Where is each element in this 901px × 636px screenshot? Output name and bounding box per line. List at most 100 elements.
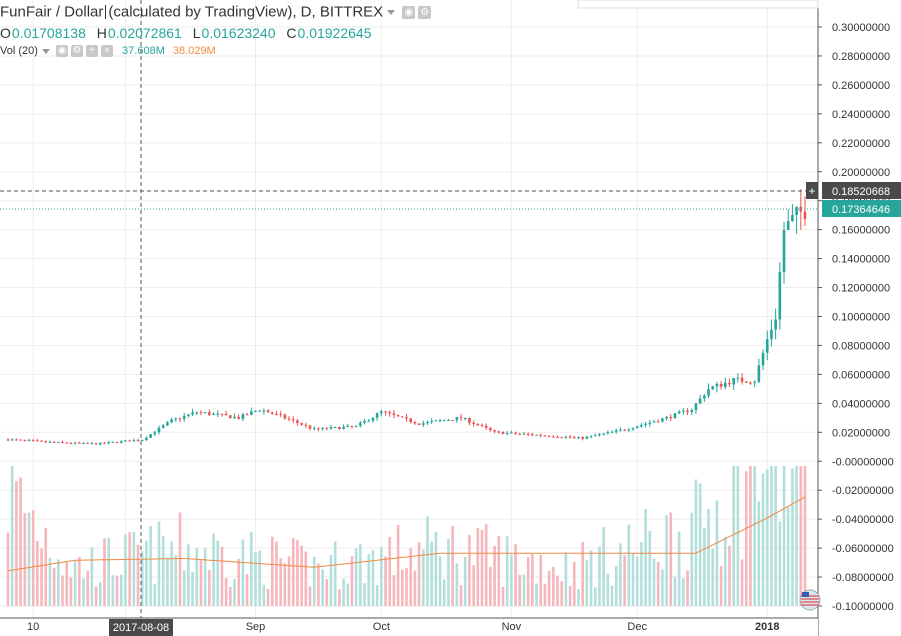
candle-body[interactable] [728, 382, 731, 385]
candle-body[interactable] [224, 413, 228, 416]
candle-body[interactable] [237, 416, 241, 419]
candle-body[interactable] [564, 436, 568, 438]
candle-body[interactable] [736, 377, 740, 379]
candle-body[interactable] [115, 441, 119, 443]
candle-body[interactable] [300, 422, 303, 425]
candle-body[interactable] [392, 413, 396, 416]
candle-body[interactable] [694, 403, 698, 411]
candle-body[interactable] [275, 413, 278, 415]
price-axis-panel[interactable] [818, 0, 901, 636]
candle-body[interactable] [405, 416, 408, 419]
candle-body[interactable] [589, 435, 593, 437]
candle-body[interactable] [799, 206, 803, 212]
candle-body[interactable] [614, 430, 618, 432]
candle-body[interactable] [703, 395, 706, 399]
candle-body[interactable] [317, 428, 320, 430]
candle-body[interactable] [543, 435, 547, 437]
candle-body[interactable] [635, 426, 639, 429]
candle-body[interactable] [476, 424, 480, 426]
candle-body[interactable] [430, 421, 433, 423]
candle-body[interactable] [149, 434, 152, 438]
candle-body[interactable] [354, 425, 358, 427]
candle-body[interactable] [442, 420, 446, 422]
candle-body[interactable] [686, 410, 689, 413]
candle-body[interactable] [761, 352, 765, 366]
candle-body[interactable] [15, 439, 18, 441]
candle-body[interactable] [82, 442, 85, 444]
candle-body[interactable] [602, 433, 605, 435]
candle-body[interactable] [78, 442, 81, 444]
candle-body[interactable] [296, 420, 299, 423]
candle-body[interactable] [367, 420, 371, 422]
candle-body[interactable] [111, 441, 115, 443]
candle-body[interactable] [363, 421, 366, 423]
candle-body[interactable] [103, 442, 106, 444]
candle-body[interactable] [359, 422, 362, 426]
candle-body[interactable] [325, 427, 329, 429]
candle-body[interactable] [803, 211, 807, 219]
candle-body[interactable] [312, 428, 316, 430]
candle-body[interactable] [682, 410, 685, 412]
candle-body[interactable] [581, 436, 584, 439]
candle-body[interactable] [723, 382, 727, 387]
candle-body[interactable] [484, 425, 488, 428]
candle-body[interactable] [174, 418, 178, 420]
candle-body[interactable] [48, 441, 52, 443]
candle-body[interactable] [157, 427, 161, 433]
candle-body[interactable] [98, 442, 102, 445]
candle-body[interactable] [501, 431, 505, 434]
chevron-down-icon[interactable] [387, 9, 396, 15]
candle-body[interactable] [497, 431, 501, 433]
candle-body[interactable] [140, 439, 144, 441]
candle-body[interactable] [518, 433, 522, 435]
candle-body[interactable] [749, 382, 752, 384]
candle-body[interactable] [526, 433, 530, 435]
candle-body[interactable] [606, 432, 610, 434]
candle-body[interactable] [182, 415, 186, 419]
candle-body[interactable] [145, 437, 148, 440]
candle-body[interactable] [707, 389, 710, 396]
candle-body[interactable] [57, 441, 60, 443]
time-axis-panel[interactable] [0, 618, 818, 636]
candle-body[interactable] [744, 381, 748, 383]
candle-body[interactable] [795, 206, 798, 215]
candle-body[interactable] [585, 436, 589, 439]
candle-body[interactable] [153, 432, 157, 435]
candle-body[interactable] [241, 414, 245, 419]
candle-body[interactable] [631, 428, 635, 430]
candle-body[interactable] [220, 413, 224, 415]
candle-body[interactable] [572, 437, 576, 439]
close-icon[interactable]: × [100, 45, 113, 58]
candle-body[interactable] [396, 415, 400, 417]
candle-body[interactable] [447, 420, 450, 422]
candle-body[interactable] [203, 412, 207, 414]
candle-body[interactable] [522, 433, 526, 435]
candle-body[interactable] [375, 413, 379, 418]
candle-body[interactable] [52, 441, 56, 443]
settings-icon[interactable]: ⚙ [418, 5, 432, 19]
candle-body[interactable] [208, 412, 211, 415]
symbol-title[interactable]: FunFair / Dollar [0, 3, 104, 21]
candle-body[interactable] [648, 422, 652, 424]
candle-body[interactable] [757, 365, 761, 382]
candle-body[interactable] [90, 443, 94, 445]
candle-body[interactable] [249, 411, 253, 415]
candle-body[interactable] [753, 381, 756, 383]
candle-body[interactable] [593, 435, 597, 437]
candle-body[interactable] [774, 319, 777, 330]
candle-body[interactable] [266, 410, 270, 413]
eye-icon[interactable]: ◉ [55, 45, 68, 58]
candle-body[interactable] [665, 416, 668, 419]
candle-body[interactable] [627, 429, 631, 431]
candle-body[interactable] [661, 418, 664, 422]
candle-body[interactable] [166, 422, 169, 426]
candle-body[interactable] [338, 426, 341, 430]
candle-body[interactable] [270, 412, 274, 414]
candle-body[interactable] [321, 427, 324, 430]
candle-body[interactable] [212, 413, 215, 415]
candle-body[interactable] [191, 412, 194, 415]
candle-body[interactable] [623, 429, 626, 431]
candle-body[interactable] [514, 432, 517, 434]
chevron-down-icon[interactable] [41, 48, 50, 54]
candle-body[interactable] [719, 383, 723, 387]
